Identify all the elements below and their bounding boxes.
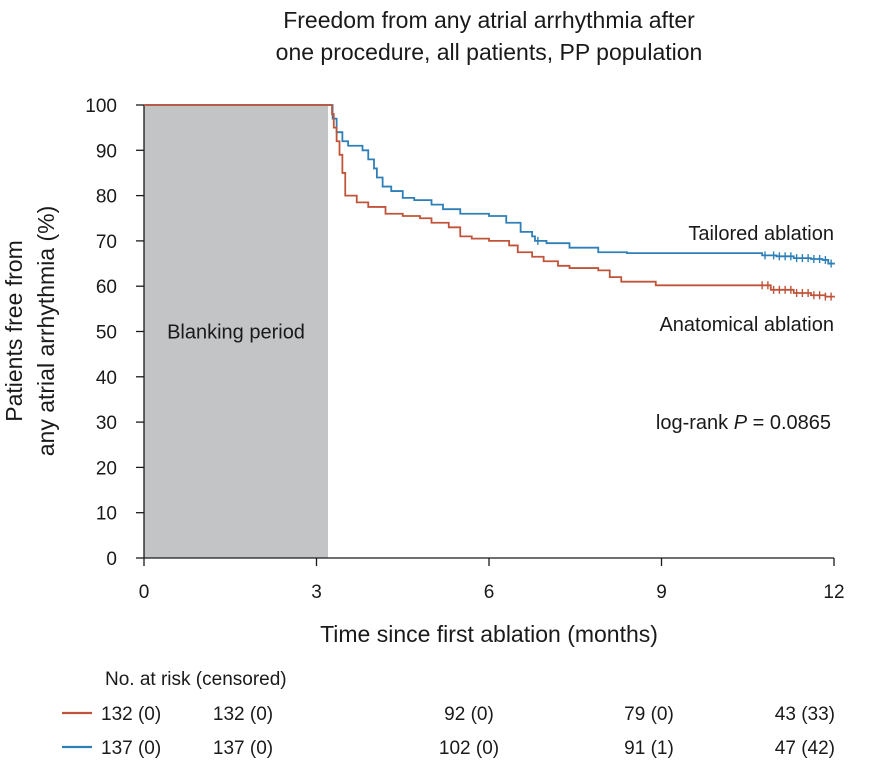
y-tick-label: 40: [96, 368, 117, 389]
blanking-period-region: [144, 105, 328, 558]
risk-value: 43 (33): [775, 704, 835, 725]
tailored-ablation-label: Tailored ablation: [688, 223, 834, 245]
chart-title-line-1: Freedom from any atrial arrhythmia after: [283, 7, 695, 33]
risk-value: 79 (0): [624, 704, 674, 725]
chart-title-line-2: one procedure, all patients, PP populati…: [276, 39, 703, 65]
x-axis-title: Time since first ablation (months): [320, 621, 658, 647]
axes: 0 10 20 30 40 50 60 70 80 90 100 0 3 6 9 12: [85, 96, 844, 603]
y-tick-label: 80: [96, 187, 117, 208]
y-tick-label: 50: [96, 323, 117, 344]
risk-value: 92 (0): [444, 704, 494, 725]
anatomical-survival-curve: [144, 104, 835, 298]
logrank-annotation: log-rank P = 0.0865: [656, 412, 831, 434]
y-axis-title-line-1: Patients free from: [1, 240, 27, 422]
risk-value: 137 (0): [213, 738, 273, 759]
y-tick-label: 30: [96, 413, 117, 434]
x-tick-label: 0: [139, 582, 150, 603]
anatomical-ablation-label: Anatomical ablation: [659, 314, 834, 336]
x-tick-label: 9: [656, 582, 667, 603]
logrank-value: = 0.0865: [747, 412, 831, 434]
blanking-period-label: Blanking period: [167, 322, 305, 344]
y-tick-label: 100: [85, 96, 117, 117]
tailored-survival-curve: [144, 104, 835, 265]
y-tick-label: 90: [96, 141, 117, 162]
y-tick-label: 60: [96, 277, 117, 298]
risk-value: 47 (42): [775, 738, 835, 759]
y-tick-label: 20: [96, 458, 117, 479]
x-tick-label: 3: [311, 582, 322, 603]
risk-value: 91 (1): [624, 738, 674, 759]
x-tick-label: 12: [823, 582, 844, 603]
logrank-p: P: [734, 412, 748, 434]
risk-value: 102 (0): [439, 738, 499, 759]
risk-value: 132 (0): [101, 704, 161, 725]
risk-value: 132 (0): [213, 704, 273, 725]
y-tick-label: 0: [106, 549, 117, 570]
risk-table: 132 (0) 132 (0) 92 (0) 79 (0) 43 (33) 137 (0)…: [62, 704, 835, 759]
x-tick-label: 6: [484, 582, 495, 603]
y-tick-label: 10: [96, 504, 117, 525]
y-tick-label: 70: [96, 232, 117, 253]
survival-curves: [144, 104, 835, 301]
logrank-prefix: log-rank: [656, 412, 734, 434]
risk-table-header: No. at risk (censored): [105, 669, 287, 690]
y-axis-title-line-2: any atrial arrhythmia (%): [33, 206, 59, 457]
risk-value: 137 (0): [101, 738, 161, 759]
